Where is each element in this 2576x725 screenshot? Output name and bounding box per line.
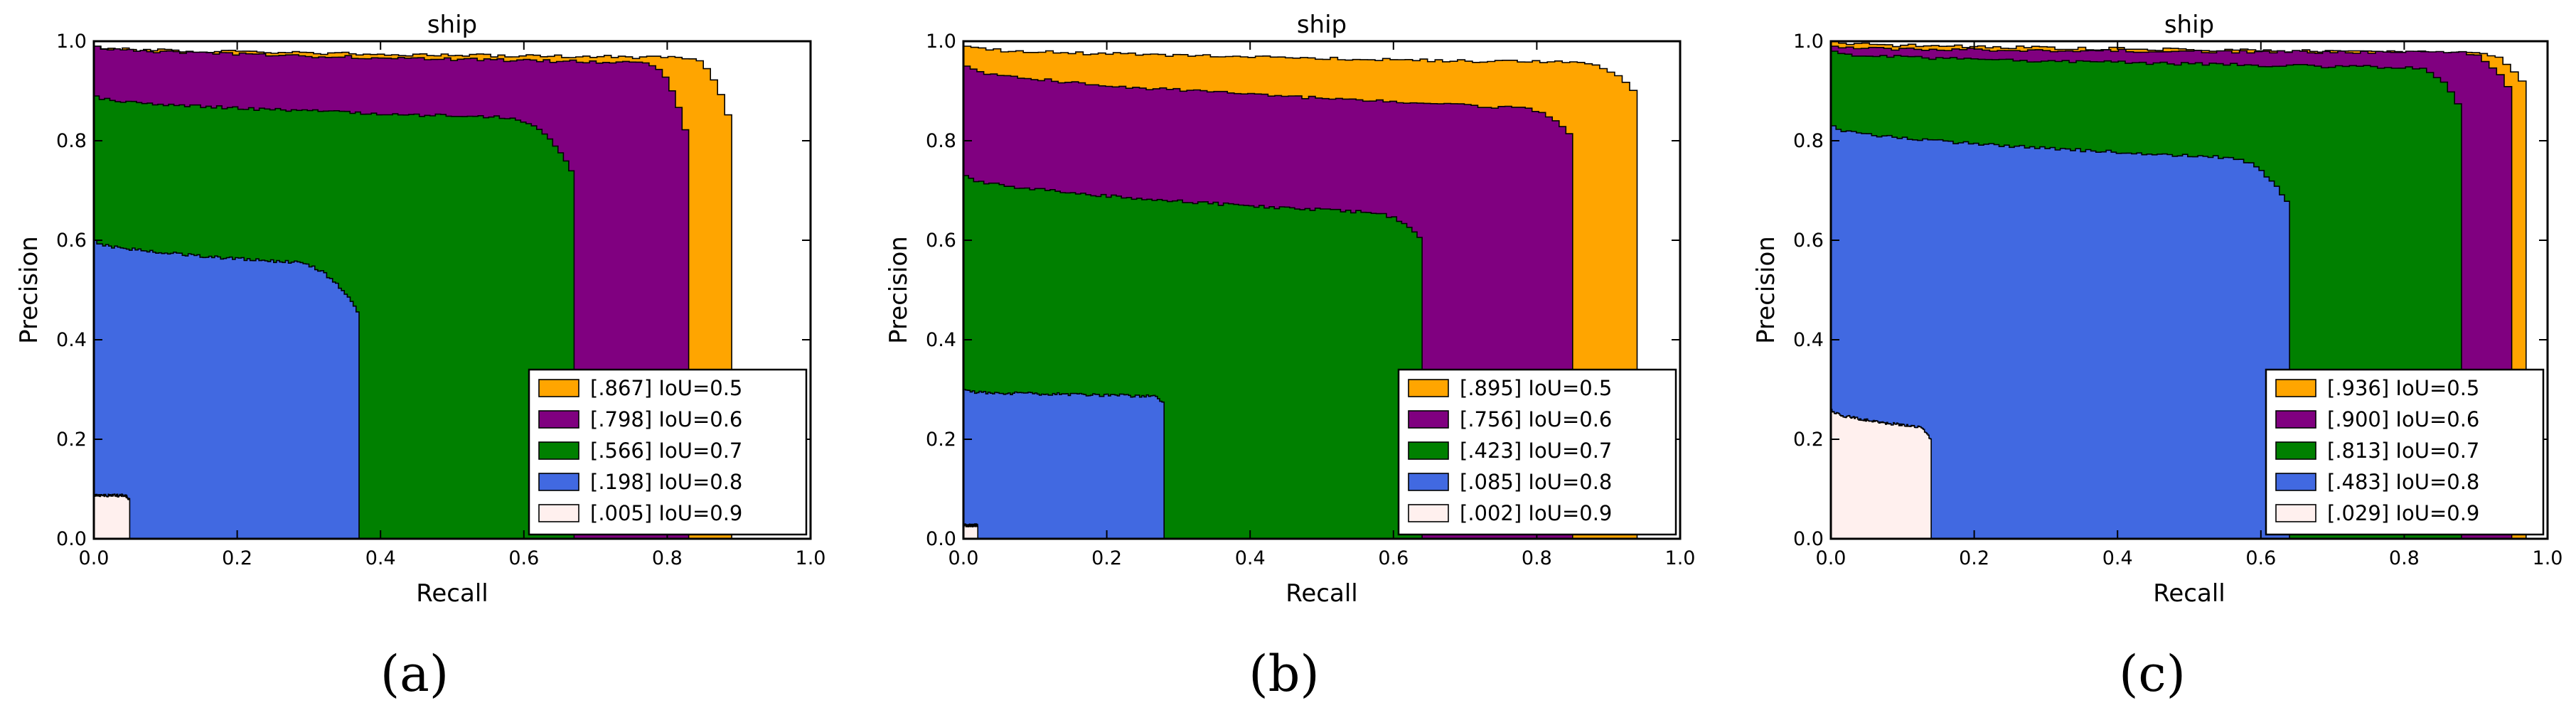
x-tick-label: 0.8 — [1522, 547, 1552, 569]
pr-area-series-5 — [1830, 409, 1932, 539]
x-tick-label: 1.0 — [1665, 547, 1696, 569]
y-tick-label: 0.2 — [56, 429, 87, 451]
pr-area-series-5 — [93, 493, 131, 539]
legend-entry-label: [.483] IoU=0.8 — [2327, 470, 2479, 494]
y-tick-label: 0.6 — [1793, 230, 1824, 252]
legend-entry-label: [.798] IoU=0.6 — [590, 407, 742, 431]
x-tick-label: 0.0 — [1816, 547, 1847, 569]
y-tick-label: 0.8 — [926, 130, 956, 152]
legend-swatch — [538, 379, 579, 397]
legend-entry-label: [.423] IoU=0.7 — [1460, 439, 1612, 463]
legend-entry-label: [.029] IoU=0.9 — [2327, 501, 2479, 525]
chart-title: ship — [427, 11, 477, 39]
x-tick-label: 0.6 — [1378, 547, 1409, 569]
y-tick-label: 0.8 — [56, 130, 87, 152]
legend-swatch — [2275, 410, 2316, 429]
x-tick-label: 0.8 — [2389, 547, 2420, 569]
y-tick-label: 0.0 — [926, 528, 956, 550]
legend-swatch — [2275, 379, 2316, 397]
legend-entry-label: [.198] IoU=0.8 — [590, 470, 742, 494]
chart-title: ship — [2164, 11, 2214, 39]
x-tick-label: 0.2 — [1959, 547, 1989, 569]
x-axis-label: Recall — [2153, 579, 2225, 608]
y-axis-label: Precision — [1752, 236, 1780, 344]
legend: [.895] IoU=0.5 [.756] IoU=0.6 [.423] IoU=0… — [1397, 368, 1677, 536]
legend-swatch — [538, 473, 579, 491]
x-tick-label: 0.6 — [508, 547, 539, 569]
y-tick-label: 0.8 — [1793, 130, 1824, 152]
x-tick-label: 0.2 — [222, 547, 252, 569]
subfigure-caption: (a) — [380, 645, 449, 703]
x-tick-label: 1.0 — [2533, 547, 2563, 569]
legend-swatch — [1408, 441, 1449, 460]
legend-swatch — [538, 504, 579, 522]
legend-swatch — [2275, 504, 2316, 522]
legend: [.867] IoU=0.5 [.798] IoU=0.6 [.566] IoU=0… — [528, 368, 808, 536]
y-tick-label: 1.0 — [56, 31, 87, 53]
legend-entry-label: [.085] IoU=0.8 — [1460, 470, 1612, 494]
x-tick-label: 0.4 — [2102, 547, 2133, 569]
chart-panel-3: 0.0 0.2 0.4 0.6 0.8 1.0 0.0 0.2 0.4 0.6 0.8 1.0 ship… — [1752, 11, 2562, 703]
pr-area-series-4 — [963, 389, 1165, 539]
pr-area-series-4 — [1830, 125, 2290, 539]
y-tick-label: 0.4 — [1793, 329, 1824, 351]
x-tick-label: 0.4 — [1235, 547, 1266, 569]
x-axis-label: Recall — [416, 579, 488, 608]
chart-panel-1: 0.0 0.2 0.4 0.6 0.8 1.0 0.0 0.2 0.4 0.6 0.8 1.0 ship… — [15, 11, 825, 703]
legend-swatch — [1408, 379, 1449, 397]
x-tick-label: 0.0 — [948, 547, 979, 569]
x-tick-label: 0.2 — [1091, 547, 1122, 569]
y-tick-label: 0.4 — [926, 329, 956, 351]
y-tick-label: 1.0 — [926, 31, 956, 53]
y-tick-label: 0.4 — [56, 329, 87, 351]
y-tick-label: 1.0 — [1793, 31, 1824, 53]
x-tick-label: 0.8 — [652, 547, 683, 569]
legend-swatch — [1408, 410, 1449, 429]
y-axis-label: Precision — [885, 236, 913, 344]
plot-frame — [962, 40, 1682, 540]
legend-entry-label: [.867] IoU=0.5 — [590, 376, 742, 400]
y-tick-label: 0.6 — [926, 230, 956, 252]
legend-entry-label: [.895] IoU=0.5 — [1460, 376, 1612, 400]
legend-swatch — [1408, 504, 1449, 522]
y-tick-label: 0.2 — [926, 429, 956, 451]
legend-swatch — [2275, 441, 2316, 460]
y-tick-label: 0.0 — [1793, 528, 1824, 550]
chart-panel-2: 0.0 0.2 0.4 0.6 0.8 1.0 0.0 0.2 0.4 0.6 0.8 1.0 ship… — [885, 11, 1695, 703]
legend-entry-label: [.566] IoU=0.7 — [590, 439, 742, 463]
y-tick-label: 0.0 — [56, 528, 87, 550]
x-tick-label: 1.0 — [796, 547, 826, 569]
legend-swatch — [538, 441, 579, 460]
legend-swatch — [538, 410, 579, 429]
x-tick-label: 0.6 — [2245, 547, 2276, 569]
legend: [.936] IoU=0.5 [.900] IoU=0.6 [.813] IoU=0… — [2265, 368, 2545, 536]
pr-area-series-5 — [963, 523, 978, 539]
legend-entry-label: [.936] IoU=0.5 — [2327, 376, 2479, 400]
plot-frame — [92, 40, 812, 540]
subfigure-caption: (c) — [2119, 645, 2186, 703]
legend-entry-label: [.002] IoU=0.9 — [1460, 501, 1612, 525]
legend-entry-label: [.900] IoU=0.6 — [2327, 407, 2479, 431]
chart-title: ship — [1297, 11, 1347, 39]
legend-entry-label: [.813] IoU=0.7 — [2327, 439, 2479, 463]
x-axis-label: Recall — [1286, 579, 1357, 608]
plot-frame — [1829, 40, 2549, 540]
pr-area-series-4 — [93, 240, 360, 539]
subfigure-caption: (b) — [1249, 645, 1319, 703]
legend-swatch — [2275, 473, 2316, 491]
legend-swatch — [1408, 473, 1449, 491]
y-tick-label: 0.2 — [1793, 429, 1824, 451]
legend-entry-label: [.756] IoU=0.6 — [1460, 407, 1612, 431]
y-tick-label: 0.6 — [56, 230, 87, 252]
x-tick-label: 0.4 — [365, 547, 396, 569]
y-axis-label: Precision — [15, 236, 43, 344]
x-tick-label: 0.0 — [79, 547, 109, 569]
legend-entry-label: [.005] IoU=0.9 — [590, 501, 742, 525]
